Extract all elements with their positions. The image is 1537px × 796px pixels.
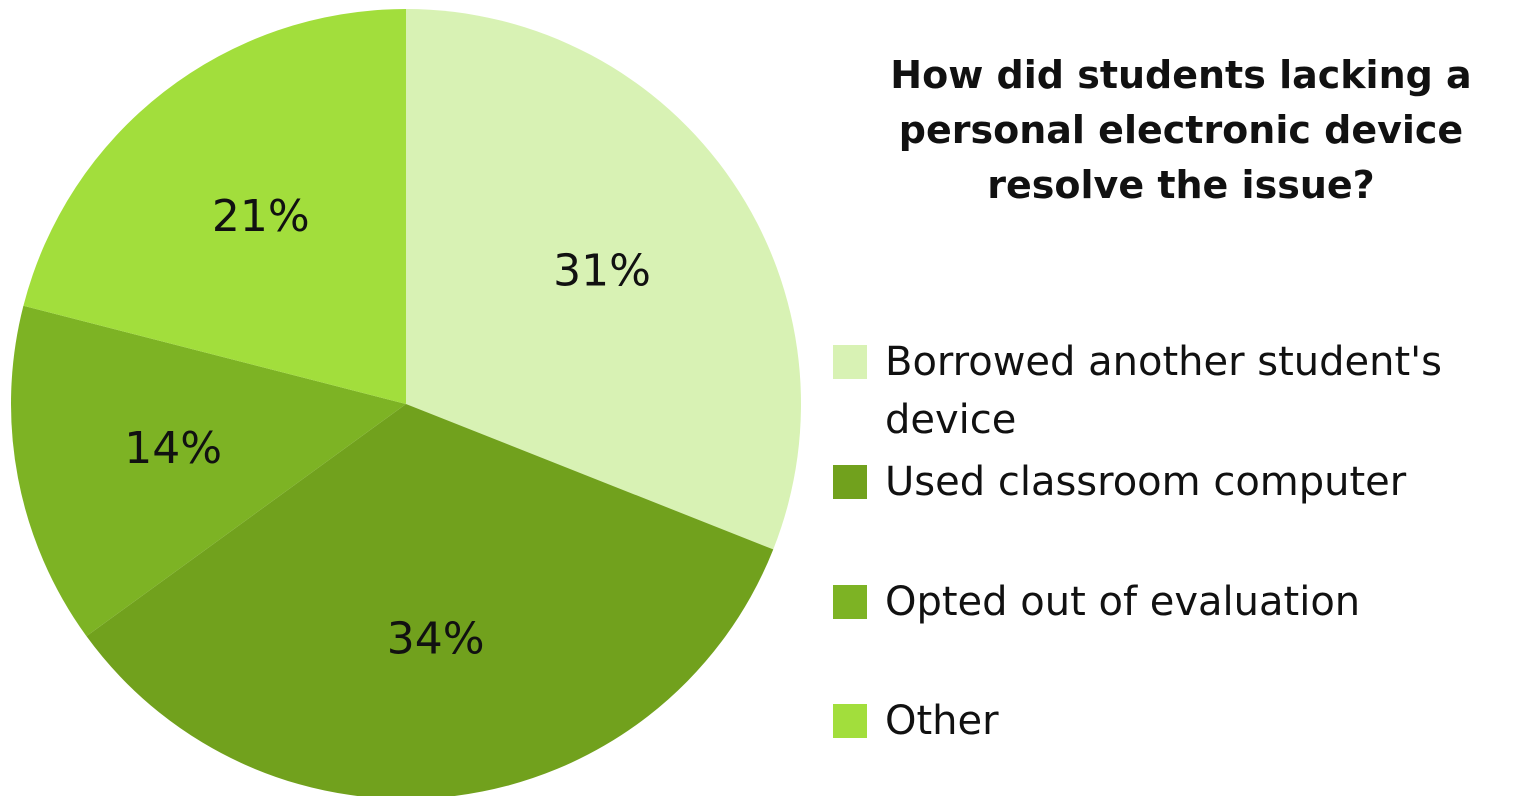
pie-slice-opted-out bbox=[11, 305, 407, 637]
chart-title: How did students lacking a personal elec… bbox=[890, 53, 1472, 207]
legend-label-opted-out: Opted out of evaluation bbox=[885, 579, 1361, 625]
legend-label-classroom: Used classroom computer bbox=[885, 459, 1407, 505]
legend-swatch-other bbox=[833, 704, 867, 738]
pie-slice-borrowed bbox=[406, 9, 801, 550]
legend-swatch-opted-out bbox=[833, 585, 867, 619]
legend-label-other: Other bbox=[885, 698, 999, 744]
legend-swatch-borrowed bbox=[833, 345, 867, 379]
legend-label-borrowed: Borrowed another student's device bbox=[885, 339, 1443, 443]
slice-label-opted-out: 14% bbox=[124, 423, 222, 474]
slice-label-classroom: 34% bbox=[387, 614, 485, 665]
slice-label-other: 21% bbox=[212, 191, 310, 242]
pie-slice-other bbox=[23, 9, 407, 404]
legend-swatch-classroom bbox=[833, 465, 867, 499]
slice-label-borrowed: 31% bbox=[553, 245, 651, 296]
pie-chart: 31% 34% 14% 21% bbox=[11, 9, 801, 796]
pie-slice-classroom bbox=[86, 404, 774, 796]
